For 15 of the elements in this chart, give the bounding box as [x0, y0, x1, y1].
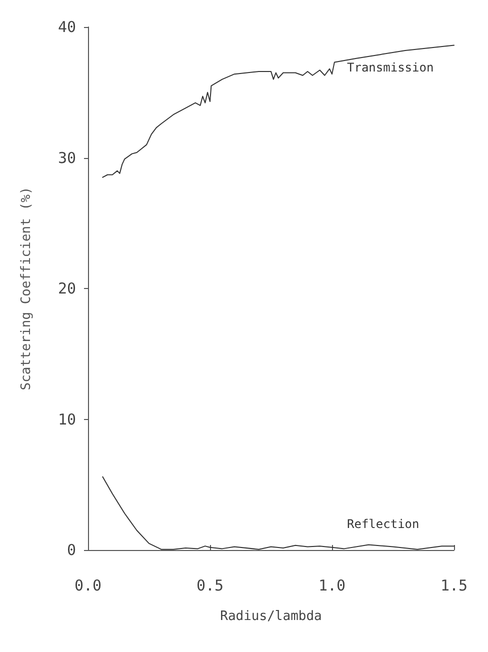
series-label: Transmission [347, 60, 434, 74]
x-axis-title: Radius/lambda [220, 609, 322, 624]
y-tick-label: 30 [58, 148, 76, 167]
y-axis-title: Scattering Coefficient (%) [19, 186, 34, 390]
x-tick-label: 1.0 [318, 576, 346, 594]
line-series [102, 44, 454, 178]
y-tick-label: 20 [58, 280, 76, 298]
y-tick-label: 0 [66, 541, 76, 559]
y-tick-label: 40 [58, 18, 76, 36]
x-tick-label: 0.0 [74, 576, 102, 594]
y-tick-label: 10 [58, 410, 76, 428]
x-tick-label: 1.5 [440, 576, 468, 594]
x-tick-label: 0.5 [196, 576, 224, 594]
line-series [102, 476, 454, 550]
series-label: Reflection [347, 517, 420, 532]
